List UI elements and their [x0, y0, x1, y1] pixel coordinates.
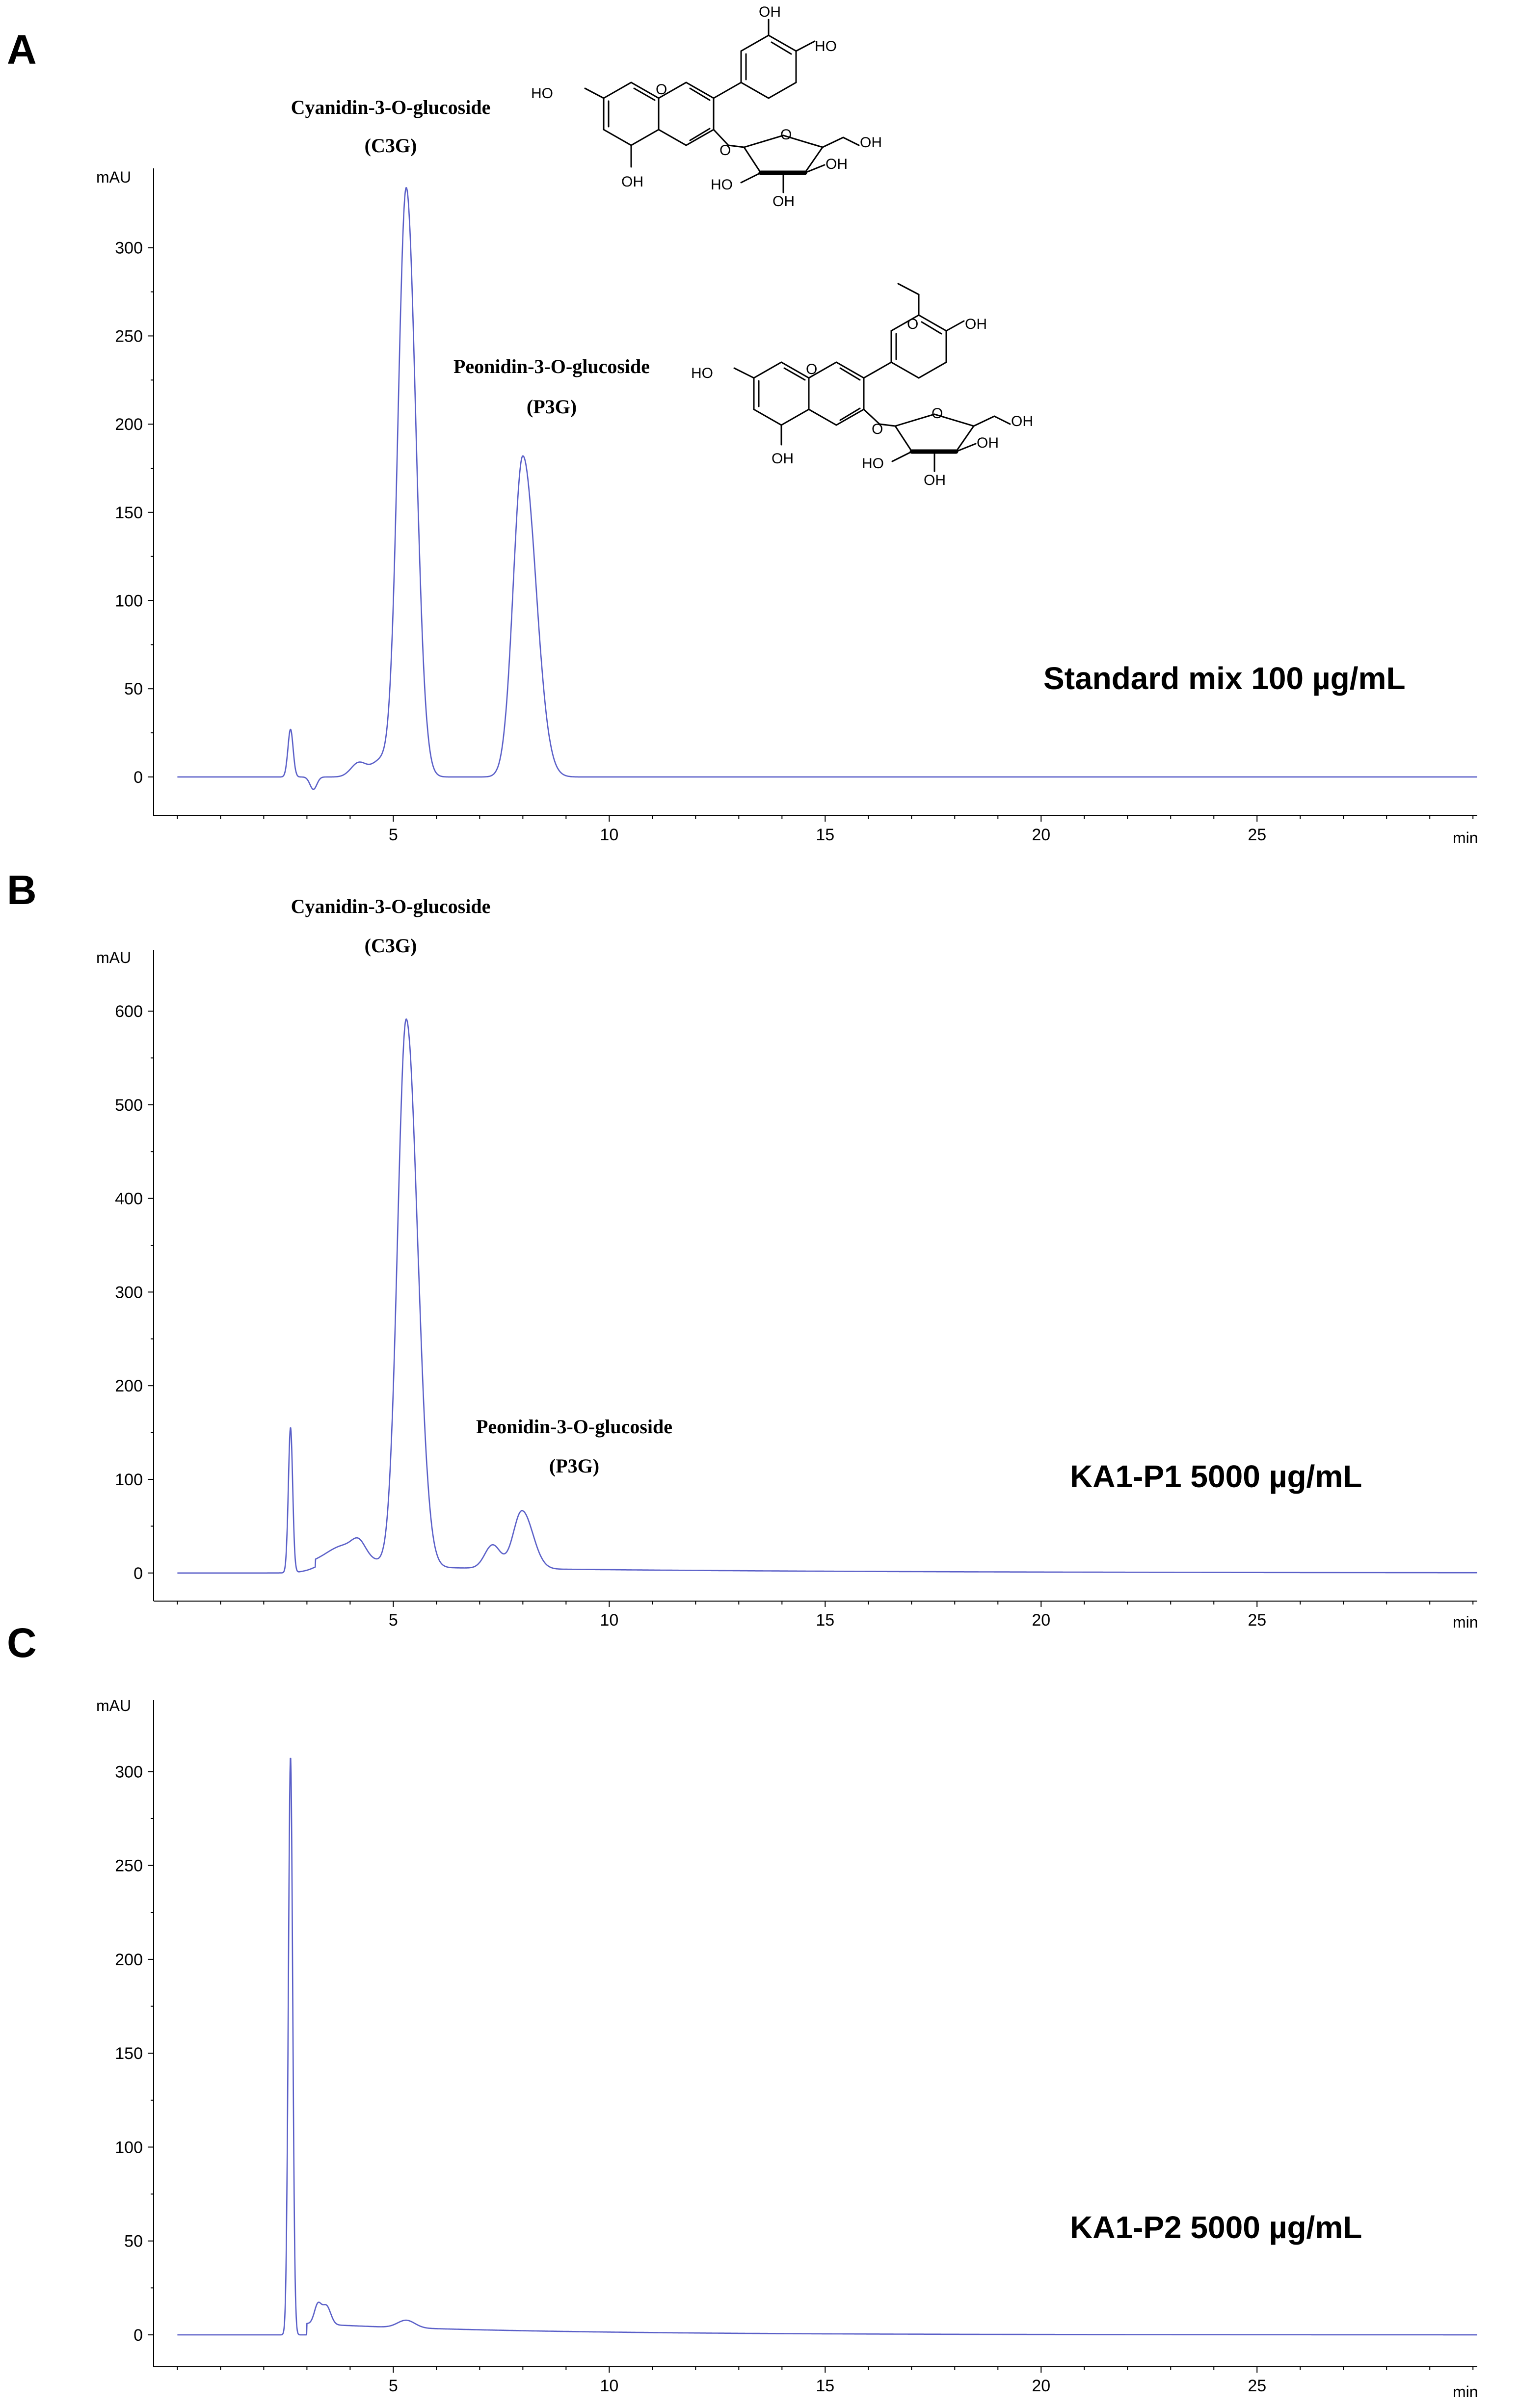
svg-text:OH: OH	[772, 451, 794, 467]
svg-text:OH: OH	[759, 4, 781, 20]
y-unit-label: mAU	[96, 949, 131, 966]
y-tick-label: 200	[115, 1951, 143, 1969]
x-ticks: 5 10 15 20 25	[177, 816, 1474, 844]
y-tick-label: 500	[115, 1096, 143, 1115]
svg-text:O: O	[656, 81, 667, 98]
y-tick-label: 100	[115, 2138, 143, 2157]
y-tick-label: 100	[115, 592, 143, 611]
peak-label-p3g: Peonidin-3-O-glucoside	[453, 355, 650, 377]
x-tick-label: 15	[816, 826, 834, 844]
x-tick-label: 10	[600, 1611, 618, 1630]
c3g-structure: HO OH O HO OH O O OH HO OH OH	[531, 4, 882, 210]
x-tick-label: 25	[1248, 2377, 1266, 2395]
x-unit-label: min	[1453, 2383, 1478, 2401]
svg-text:O: O	[932, 405, 943, 422]
y-tick-label: 200	[115, 415, 143, 434]
peak-label-p3g-abbr: (P3G)	[527, 396, 577, 418]
x-unit-label: min	[1453, 1613, 1478, 1631]
sample-label: Standard mix 100 µg/mL	[1043, 661, 1406, 696]
svg-text:OH: OH	[977, 435, 999, 451]
svg-text:HO: HO	[815, 38, 837, 54]
x-tick-label: 15	[816, 2377, 834, 2395]
peak-label-c3g-abbr: (C3G)	[365, 935, 417, 957]
x-ticks: 5 10 15 20 25	[177, 1601, 1474, 1630]
y-tick-label: 0	[133, 1564, 143, 1583]
panel-a: A mAU min 0 50 100 150 200 250 300 5 10 15 20 25 C…	[7, 4, 1478, 847]
y-tick-label: 200	[115, 1377, 143, 1395]
peak-label-c3g: Cyanidin-3-O-glucoside	[291, 895, 491, 917]
panel-letter-b: B	[7, 867, 37, 913]
svg-text:O: O	[872, 421, 883, 437]
y-unit-label: mAU	[96, 1697, 131, 1714]
x-tick-label: 15	[816, 1611, 834, 1630]
svg-text:OH: OH	[965, 316, 987, 332]
y-tick-label: 50	[124, 680, 143, 698]
peak-label-c3g-abbr: (C3G)	[365, 134, 417, 157]
y-ticks: 0 50 100 150 200 250 300	[115, 239, 154, 787]
y-ticks: 0 100 200 300 400 500 600	[115, 1002, 154, 1583]
svg-text:OH: OH	[860, 134, 882, 151]
y-tick-label: 50	[124, 2232, 143, 2251]
svg-text:HO: HO	[691, 365, 713, 381]
svg-text:O: O	[907, 316, 918, 332]
p3g-structure: O OH O HO OH O O OH HO OH OH	[691, 283, 1033, 488]
x-tick-label: 20	[1032, 826, 1050, 844]
x-tick-label: 25	[1248, 826, 1266, 844]
peak-label-p3g-abbr: (P3G)	[549, 1455, 599, 1477]
x-unit-label: min	[1453, 829, 1478, 847]
y-tick-label: 300	[115, 1283, 143, 1302]
panel-letter-a: A	[7, 27, 37, 73]
sample-label: KA1-P2 5000 µg/mL	[1070, 2210, 1362, 2245]
y-tick-label: 400	[115, 1190, 143, 1208]
y-tick-label: 300	[115, 1763, 143, 1781]
x-tick-label: 10	[600, 2377, 618, 2395]
svg-text:OH: OH	[826, 156, 848, 172]
svg-text:OH: OH	[924, 472, 946, 488]
svg-text:OH: OH	[621, 174, 643, 190]
chromatogram-trace	[177, 1758, 1478, 2336]
svg-text:HO: HO	[711, 177, 733, 193]
y-tick-label: 300	[115, 239, 143, 258]
y-unit-label: mAU	[96, 168, 131, 186]
sample-label: KA1-P1 5000 µg/mL	[1070, 1459, 1362, 1494]
x-tick-label: 20	[1032, 1611, 1050, 1630]
x-tick-label: 5	[389, 2377, 398, 2395]
panel-c: C mAU min 0 50 100 150 200 250 300 5 10 15 20 25 K…	[7, 1620, 1478, 2401]
panel-letter-c: C	[7, 1620, 37, 1666]
y-tick-label: 0	[133, 2326, 143, 2345]
x-tick-label: 25	[1248, 1611, 1266, 1630]
y-tick-label: 250	[115, 327, 143, 346]
x-ticks: 5 10 15 20 25	[177, 2367, 1474, 2395]
peak-label-p3g: Peonidin-3-O-glucoside	[476, 1416, 672, 1438]
svg-text:OH: OH	[1011, 413, 1033, 429]
svg-text:HO: HO	[531, 85, 553, 102]
peak-label-c3g: Cyanidin-3-O-glucoside	[291, 96, 491, 118]
chromatogram-trace	[177, 187, 1478, 790]
svg-text:O: O	[720, 142, 731, 159]
y-tick-label: 250	[115, 1857, 143, 1875]
svg-text:O: O	[806, 361, 817, 377]
y-tick-label: 100	[115, 1471, 143, 1489]
y-ticks: 0 50 100 150 200 250 300	[115, 1763, 154, 2345]
y-tick-label: 0	[133, 768, 143, 787]
x-tick-label: 5	[389, 1611, 398, 1630]
svg-text:HO: HO	[862, 455, 884, 472]
svg-text:OH: OH	[773, 193, 795, 210]
x-tick-label: 5	[389, 826, 398, 844]
y-tick-label: 150	[115, 2044, 143, 2063]
y-tick-label: 600	[115, 1002, 143, 1021]
y-tick-label: 150	[115, 504, 143, 522]
x-tick-label: 10	[600, 826, 618, 844]
svg-text:O: O	[780, 127, 792, 143]
chromatogram-trace	[177, 1018, 1478, 1574]
x-tick-label: 20	[1032, 2377, 1050, 2395]
